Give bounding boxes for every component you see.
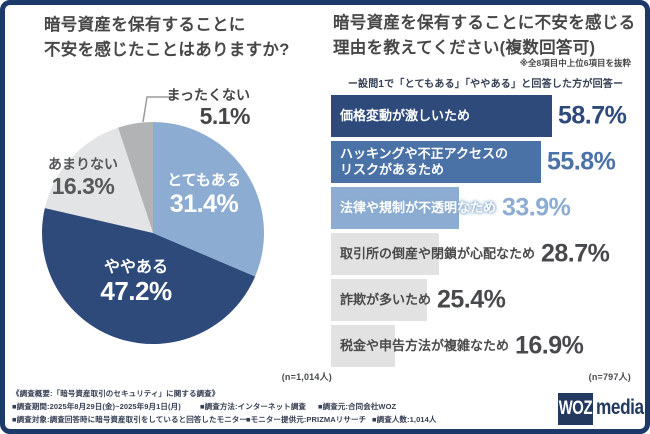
bar-label: ハッキングや不正アクセスの リスクがあるため (340, 146, 508, 177)
bar-chart-subtitle: ー設問1で「とてもある」「ややある」と回答した方が回答ー (347, 79, 624, 90)
bar-chart-note: ※全8項目中上位6項目を抜粋 (519, 58, 631, 68)
bar-label: 価格変動が激しいため (340, 108, 471, 123)
pie-label-name: まったくない (166, 87, 250, 103)
bar-value: 58.7% (558, 101, 627, 130)
survey-respondents: ■調査人数:1,014人 (372, 415, 437, 424)
woz-media-wordmark: media (596, 396, 644, 419)
bar (331, 187, 459, 229)
bar (331, 95, 552, 137)
pie-slice-1 (42, 208, 256, 344)
pie-sample-size: (n=1,014人) (281, 372, 332, 382)
pie-leader-line (142, 96, 172, 123)
survey-method: ■調査方法:インターネット調査 (200, 402, 307, 411)
pie-label-mattakunai: まったくない 5.1% (143, 87, 251, 129)
bar-row-exchange-bankruptcy: 取引所の倒産や閉鎖が心配なため 28.7% (331, 233, 640, 275)
bar-label: 詐欺が多いため (340, 292, 432, 307)
bar-label: 税金や申告方法が複雑なため (340, 338, 510, 353)
bar (331, 233, 439, 275)
bar-row-price-volatility: 価格変動が激しいため 58.7% (331, 95, 640, 137)
pie-chart (42, 96, 265, 344)
pie-slice-2 (44, 127, 153, 233)
pie-chart-title: 暗号資産を保有することに 不安を感じたことはありますか? (44, 16, 290, 59)
pie-label-name: とてもある (167, 172, 241, 189)
bar-row-many-scams: 詐欺が多いため 25.4% (331, 279, 640, 321)
bar (331, 141, 541, 183)
bar-value: 55.8% (547, 147, 616, 176)
survey-source: ■調査元:合同会社WOZ (318, 402, 397, 411)
bar-sample-size: (n=797人) (588, 372, 631, 382)
bar (331, 325, 395, 367)
bar-row-hacking-risk: ハッキングや不正アクセスの リスクがあるため 55.8% (331, 141, 640, 183)
pie-label-name: ややある (103, 259, 168, 276)
survey-overview: 《調査概要:「暗号資産取引のセキュリティ」に関する調査》 (12, 389, 220, 398)
survey-target: ■調査対象:調査回答時に暗号資産取引をしていると回答したモニター (12, 415, 248, 424)
pie-slice-0 (153, 122, 265, 277)
pie-label-totemoaru: とてもある 31.4% (154, 171, 254, 217)
bar-row-unclear-regulation: 法律や規制が不透明なため 33.9% (331, 187, 640, 229)
bar-value: 28.7% (541, 239, 610, 268)
survey-period: ■調査期間:2025年8月29日(金)~2025年9月1日(月) (12, 402, 181, 411)
bar-label: 取引所の倒産や閉鎖が心配なため (340, 246, 536, 261)
pie-label-value: 16.3% (51, 173, 115, 199)
bar-value: 25.4% (437, 285, 506, 314)
bar-value: 33.9% (502, 193, 571, 222)
pie-label-value: 31.4% (169, 190, 239, 218)
bar-label: 法律や規制が不透明なため (340, 200, 497, 215)
pie-label-value: 47.2% (100, 276, 172, 306)
pie-label-amarinai: あまりない 16.3% (33, 155, 133, 199)
bar (331, 279, 427, 321)
pie-label-yayaaru: ややある 47.2% (86, 257, 186, 305)
survey-monitor-provider: ■モニター提供元:PRIZMAリサーチ (246, 415, 367, 424)
pie-slice-3 (118, 122, 153, 233)
pie-label-name: あまりない (48, 156, 118, 172)
woz-logo-text: WOZ (558, 398, 593, 419)
bar-chart-title: 暗号資産を保有することに不安を感じる 理由を教えてください(複数回答可) (333, 14, 636, 57)
woz-logo-icon: WOZ (558, 393, 593, 425)
bar-value: 16.9% (515, 331, 584, 360)
bar-row-complex-tax: 税金や申告方法が複雑なため 16.9% (331, 325, 640, 367)
pie-label-value: 5.1% (199, 103, 251, 129)
